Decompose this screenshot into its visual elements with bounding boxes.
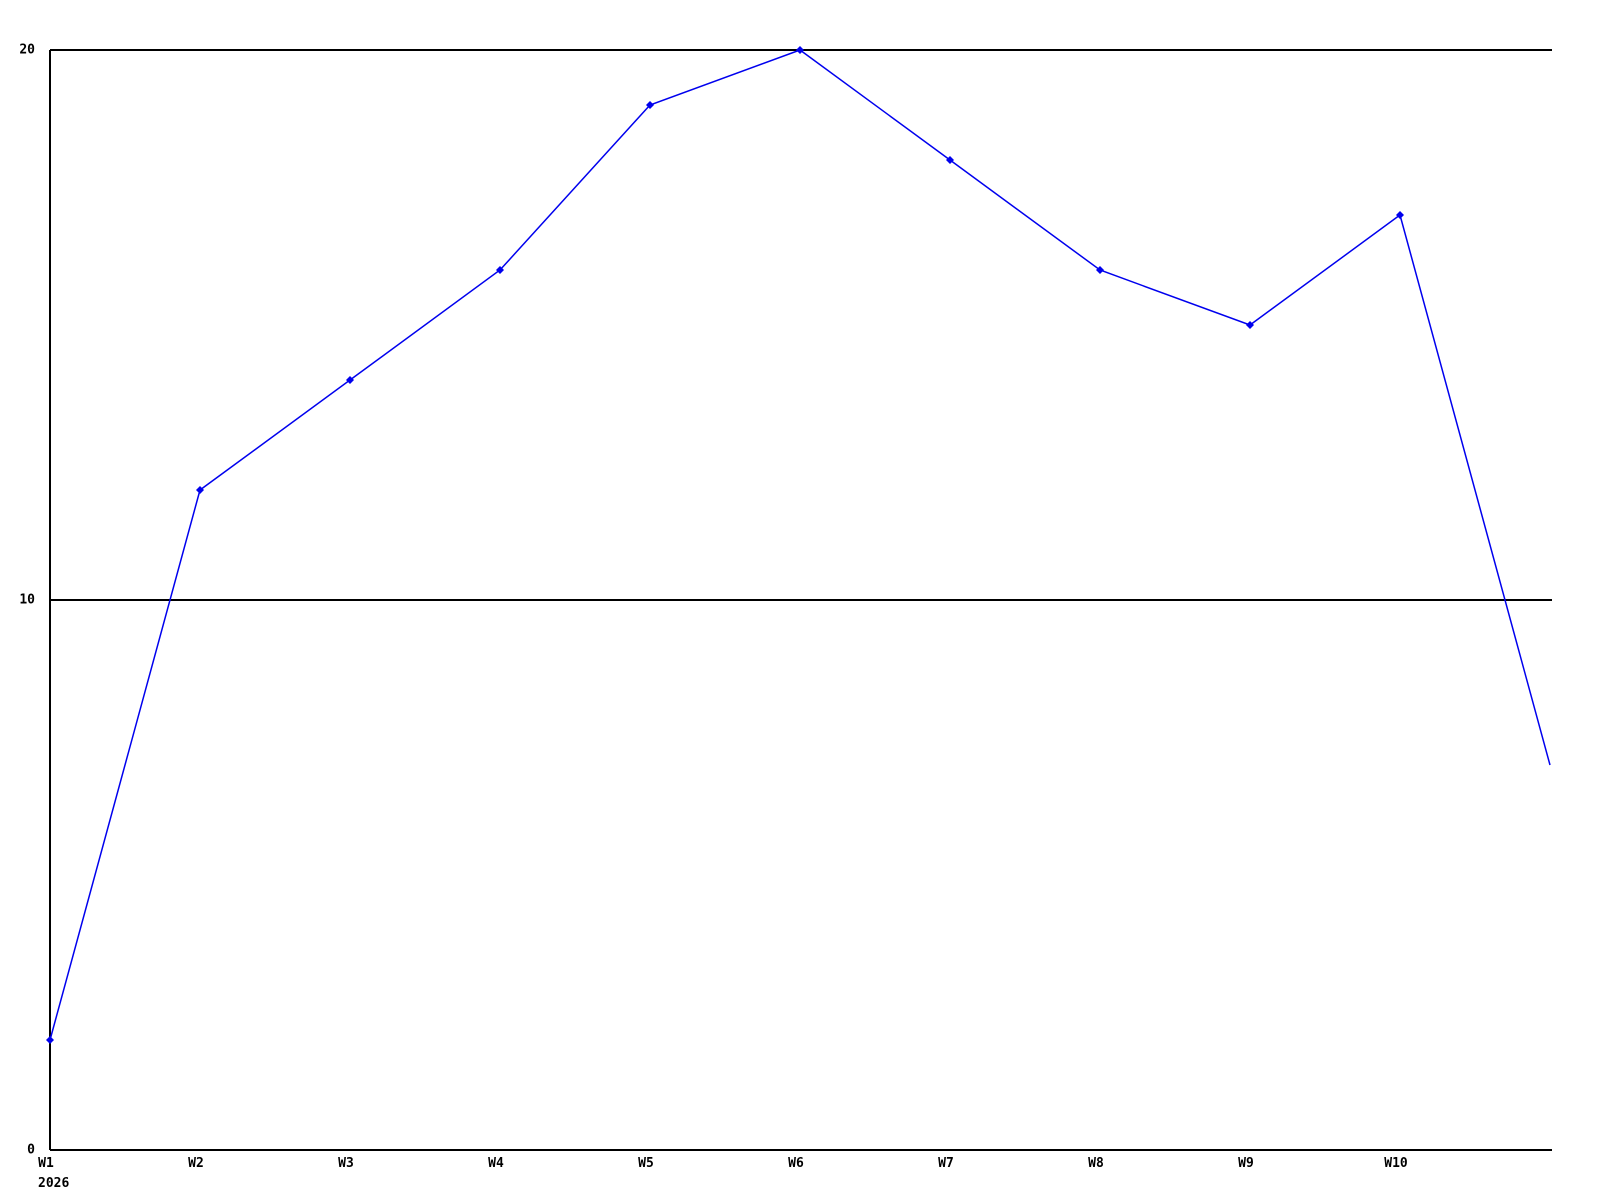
x-tick-label-W9: W9 [1238,1156,1254,1171]
data-point-marker-W2 [196,486,204,494]
x-axis-year-label: 2026 [38,1176,69,1191]
x-tick-label-W8: W8 [1088,1156,1104,1171]
data-point-marker-W8 [1096,266,1104,274]
data-point-marker-W4 [496,266,504,274]
data-point-marker-W9 [1246,321,1254,329]
x-tick-label-W3: W3 [338,1156,354,1171]
x-tick-label-W2: W2 [188,1156,204,1171]
data-point-marker-W5 [646,101,654,109]
x-tick-label-W10: W10 [1384,1156,1408,1171]
y-tick-label-20: 20 [19,43,35,58]
data-point-marker-W10 [1396,211,1404,219]
data-point-marker-W7 [946,156,954,164]
x-tick-label-W6: W6 [788,1156,804,1171]
data-point-marker-W6 [796,46,804,54]
x-tick-label-W4: W4 [488,1156,504,1171]
data-point-marker-W3 [346,376,354,384]
y-tick-label-10: 10 [19,593,35,608]
y-tick-label-0: 0 [27,1143,35,1158]
x-tick-label-W1: W1 [38,1156,54,1171]
x-tick-label-W7: W7 [938,1156,954,1171]
data-point-marker-W1 [46,1036,54,1044]
chart-line-weekly-values [49,49,1551,1041]
x-tick-label-W5: W5 [638,1156,654,1171]
